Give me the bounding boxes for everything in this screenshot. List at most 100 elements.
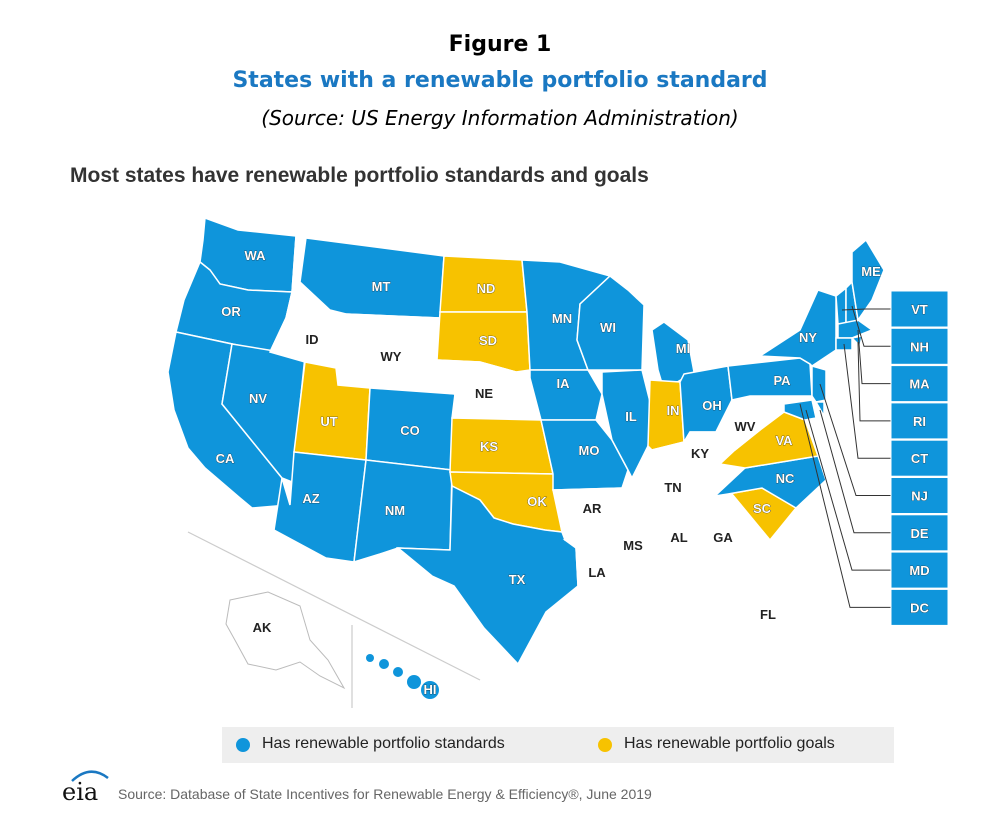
state-box-vt xyxy=(890,290,949,328)
figure-title: States with a renewable portfolio standa… xyxy=(232,68,768,93)
state-label-or: OR xyxy=(221,304,241,319)
legend-standards-label: Has renewable portfolio standards xyxy=(262,735,505,752)
state-box-de xyxy=(890,514,949,552)
state-box-label-vt: VT xyxy=(911,302,928,317)
state-label-ia: IA xyxy=(557,376,571,391)
state-label-mn: MN xyxy=(552,311,572,326)
state-fl xyxy=(672,559,791,657)
leader-line-ct xyxy=(843,343,891,459)
state-ri xyxy=(850,335,863,348)
state-label-ny: NY xyxy=(799,330,817,345)
state-label-ar: AR xyxy=(583,501,602,516)
state-box-label-md: MD xyxy=(909,563,929,578)
state-hi-island xyxy=(421,681,439,699)
map-heading: Most states have renewable portfolio sta… xyxy=(70,164,649,187)
state-label-ks: KS xyxy=(480,439,498,454)
state-label-tn: TN xyxy=(664,480,681,495)
state-label-fl: FL xyxy=(760,607,776,622)
eia-logo-arc-icon xyxy=(71,770,109,782)
state-label-mi: MI xyxy=(676,341,690,356)
state-box-label-ri: RI xyxy=(913,414,926,429)
leader-line-ma xyxy=(857,329,891,385)
state-label-co: CO xyxy=(400,423,420,438)
state-box-label-dc: DC xyxy=(910,600,929,615)
state-ms xyxy=(609,497,659,587)
state-box-nh xyxy=(890,327,949,365)
leader-line-md xyxy=(805,409,891,571)
legend-goals-label: Has renewable portfolio goals xyxy=(624,735,835,752)
state-label-nm: NM xyxy=(385,503,405,518)
state-box-ma xyxy=(890,365,949,403)
state-label-il: IL xyxy=(625,409,637,424)
state-label-ca: CA xyxy=(216,451,235,466)
state-label-ms: MS xyxy=(623,538,643,553)
state-label-sd: SD xyxy=(479,333,497,348)
state-label-wi: WI xyxy=(600,320,616,335)
legend: Has renewable portfolio standards Has re… xyxy=(222,727,894,763)
state-label-va: VA xyxy=(775,433,793,448)
state-hi-island xyxy=(379,659,389,669)
state-label-mo: MO xyxy=(579,443,600,458)
leader-line-nh xyxy=(851,305,891,347)
state-vt xyxy=(835,286,847,325)
state-de xyxy=(814,401,825,419)
state-label-ut: UT xyxy=(320,414,337,429)
state-label-nv: NV xyxy=(249,391,267,406)
state-box-label-ct: CT xyxy=(911,451,928,466)
map-source-note: Source: Database of State Incentives for… xyxy=(118,786,652,802)
state-label-id: ID xyxy=(306,332,319,347)
state-mo xyxy=(540,419,629,491)
state-label-wv: WV xyxy=(735,419,756,434)
leader-line-nj xyxy=(819,383,891,496)
legend-goals-swatch xyxy=(598,738,612,752)
state-box-dc xyxy=(890,588,949,626)
state-box-md xyxy=(890,551,949,589)
state-me xyxy=(851,238,885,322)
state-box-ri xyxy=(890,402,949,440)
leader-line-vt xyxy=(841,308,891,311)
state-label-nc: NC xyxy=(776,471,795,486)
leader-line-ri xyxy=(857,341,891,422)
leader-line-de xyxy=(819,409,891,534)
state-label-pa: PA xyxy=(773,373,791,388)
state-label-az: AZ xyxy=(302,491,319,506)
state-label-la: LA xyxy=(588,565,606,580)
state-label-ak: AK xyxy=(253,620,272,635)
state-ak xyxy=(225,591,346,690)
leader-line-dc xyxy=(799,403,891,608)
state-wi xyxy=(576,275,645,371)
state-ny xyxy=(757,289,837,367)
state-box-nj xyxy=(890,477,949,514)
state-box-label-nh: NH xyxy=(910,339,929,354)
state-ma xyxy=(837,319,874,339)
state-pa xyxy=(727,357,813,401)
state-label-nd: ND xyxy=(477,281,496,296)
inset-divider-line xyxy=(187,531,481,681)
state-label-ok: OK xyxy=(527,494,547,509)
figure-label: Figure 1 xyxy=(448,32,552,57)
state-label-ne: NE xyxy=(475,386,493,401)
state-label-wa: WA xyxy=(245,248,267,263)
state-label-oh: OH xyxy=(702,398,722,413)
state-label-me: ME xyxy=(861,264,881,279)
state-hi-island xyxy=(366,654,374,662)
legend-standards-swatch xyxy=(236,738,250,752)
state-hi-island xyxy=(393,667,403,677)
state-label-ky: KY xyxy=(691,446,709,461)
state-box-label-nj: NJ xyxy=(911,489,928,504)
state-hi-island xyxy=(407,675,421,689)
state-tx xyxy=(395,484,579,666)
state-label-hi: HI xyxy=(424,682,437,697)
state-box-label-ma: MA xyxy=(909,377,930,392)
figure-source: (Source: US Energy Information Administr… xyxy=(261,106,739,130)
state-label-wy: WY xyxy=(381,349,402,364)
eia-logo: eia xyxy=(62,778,99,806)
state-label-ga: GA xyxy=(713,530,733,545)
state-label-in: IN xyxy=(667,403,680,418)
state-label-mt: MT xyxy=(372,279,391,294)
state-box-ct xyxy=(890,439,949,477)
state-label-al: AL xyxy=(670,530,687,545)
state-ks xyxy=(449,417,554,475)
state-label-sc: SC xyxy=(753,501,772,516)
